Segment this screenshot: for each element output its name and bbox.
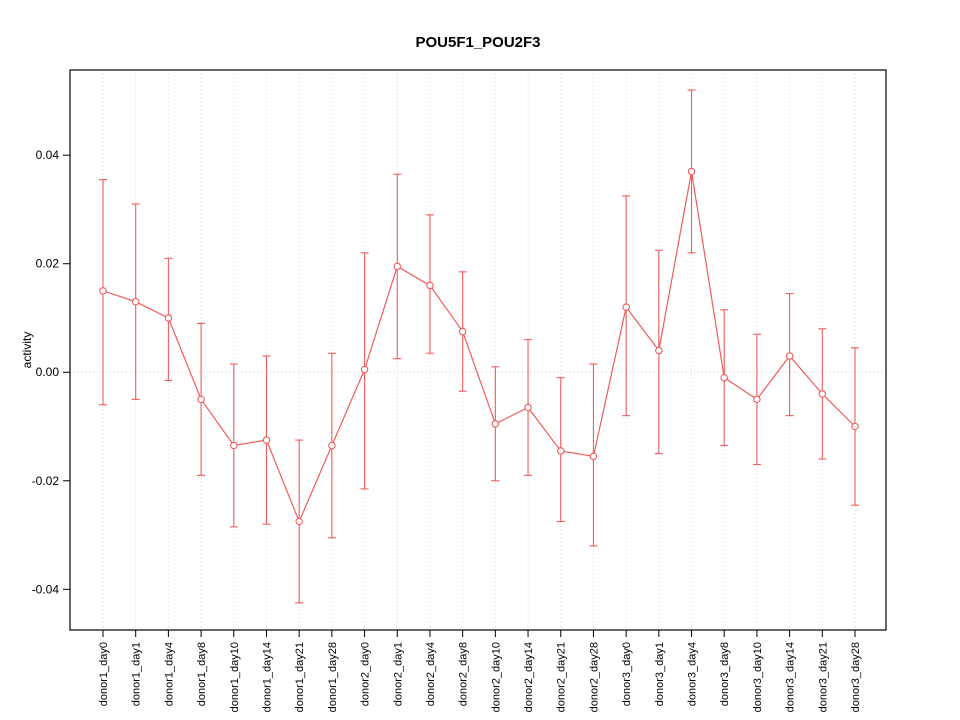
x-tick-label: donor3_day0 [621, 642, 633, 706]
data-point [230, 441, 238, 450]
data-points [99, 167, 859, 526]
y-tick-label: 0.02 [36, 257, 60, 271]
data-point [197, 395, 205, 404]
y-tick-label: -0.04 [32, 582, 60, 596]
x-tick-label: donor3_day8 [719, 642, 731, 706]
x-tick-label: donor3_day10 [752, 642, 764, 712]
x-tick-label: donor1_day0 [98, 642, 110, 706]
x-tick-label: donor1_day28 [327, 642, 339, 712]
plot-border [69, 69, 887, 631]
x-tick-label: donor1_day4 [163, 642, 175, 706]
x-tick-label: donor3_day4 [687, 642, 699, 706]
data-point [328, 441, 336, 450]
gridlines [102, 70, 856, 630]
data-point [753, 395, 761, 404]
data-point [491, 420, 500, 428]
data-point [524, 403, 532, 412]
x-tick-label: donor2_day1 [392, 642, 404, 706]
x-tick-label: donor2_day14 [523, 642, 535, 712]
data-point [622, 303, 630, 311]
data-point [295, 517, 303, 526]
x-tick-label: donor2_day10 [490, 642, 502, 712]
data-point [164, 314, 173, 322]
y-tick-label: -0.02 [32, 474, 60, 488]
x-tick-label: donor2_day8 [458, 642, 470, 706]
data-point [393, 262, 402, 271]
data-point [360, 365, 369, 374]
x-axis: donor1_day0 donor1_day1 donor1_day4 donor1_… [98, 630, 862, 712]
error-bars [99, 89, 859, 604]
data-point [458, 327, 467, 336]
data-point [426, 281, 434, 290]
data-point [818, 390, 827, 398]
data-point [556, 447, 565, 455]
x-tick-label: donor2_day4 [425, 642, 437, 706]
data-point [785, 352, 794, 360]
chart-title: POU5F1_POU2F3 [415, 34, 541, 51]
data-point [99, 287, 107, 295]
x-tick-label: donor1_day8 [196, 642, 208, 706]
y-tick-label: 0.04 [36, 148, 60, 162]
x-tick-label: donor1_day21 [294, 642, 306, 712]
x-tick-label: donor1_day1 [131, 642, 143, 706]
data-point [131, 297, 140, 306]
y-tick-label: 0.00 [36, 365, 60, 379]
x-tick-label: donor3_day14 [785, 642, 797, 712]
y-axis: -0.04 -0.02 0.00 0.02 0.04 [32, 148, 70, 596]
data-point [687, 167, 696, 176]
data-point [589, 452, 598, 461]
data-point [720, 373, 728, 382]
data-point [262, 436, 271, 444]
x-tick-label: donor3_day21 [817, 642, 829, 712]
x-tick-label: donor3_day28 [850, 642, 862, 712]
x-tick-label: donor3_day1 [654, 642, 666, 706]
x-tick-label: donor1_day10 [229, 642, 241, 712]
series-line [102, 171, 856, 524]
data-point [851, 422, 859, 431]
x-tick-label: donor2_day28 [588, 642, 600, 712]
x-tick-label: donor2_day0 [360, 642, 372, 706]
x-tick-label: donor2_day21 [556, 642, 568, 712]
x-tick-label: donor1_day14 [261, 642, 273, 712]
data-point [655, 346, 663, 355]
